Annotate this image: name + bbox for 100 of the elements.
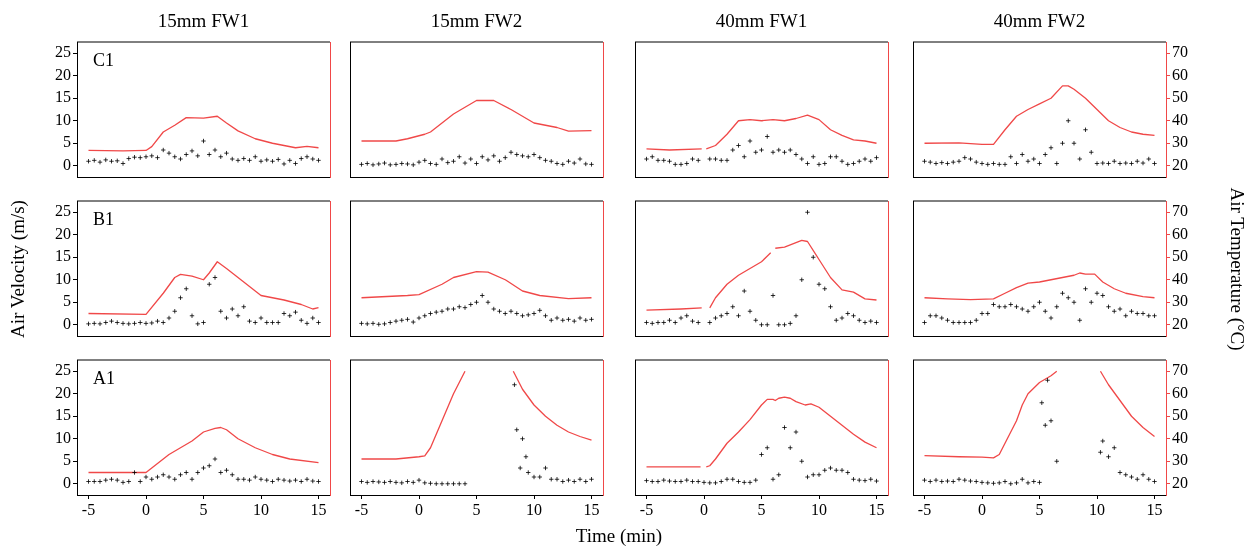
point [1059,140,1066,146]
point [678,478,684,485]
point [684,160,690,167]
point [508,308,514,314]
point [753,149,759,155]
point [956,319,962,326]
point [304,154,310,160]
point [212,274,218,281]
point [235,476,241,482]
point [189,148,195,154]
point [661,319,667,326]
y2-tick-label: 60 [1172,65,1188,83]
point [1019,306,1025,312]
x-tick-label: 10 [253,500,269,518]
point [387,162,393,168]
point [655,157,661,163]
point [445,481,451,487]
point [304,320,310,326]
point [804,209,811,215]
point [195,321,201,327]
point [661,157,667,163]
point [172,308,178,314]
point [560,161,566,167]
point [741,154,747,160]
point [787,147,793,153]
point [862,478,868,484]
point [433,161,439,167]
point [126,321,132,327]
point [868,318,874,324]
point [445,160,451,166]
point [764,133,770,140]
point [571,478,577,485]
point [827,154,834,160]
point [1094,290,1100,296]
point [114,158,120,164]
point [956,158,962,164]
point [1071,299,1077,305]
point [206,281,212,287]
y2-tick-label: 50 [1172,406,1188,424]
point [491,306,497,312]
annotation: C1 [93,50,115,70]
point [967,156,974,162]
point [571,160,577,166]
point [462,305,468,311]
point [496,308,503,314]
point [839,158,845,164]
point [787,445,793,451]
point [1031,304,1037,310]
point [1025,158,1031,164]
y-tick-label: 25 [55,43,71,61]
chart-title: 40mm FW1 [714,10,809,32]
point [514,310,520,317]
point [370,320,376,326]
point [1097,449,1104,455]
point [381,479,388,485]
point [712,156,719,162]
point [456,481,462,487]
point [833,467,839,473]
point [189,476,195,482]
point [511,382,518,388]
point [154,318,161,324]
point [298,155,304,162]
point [1036,479,1043,485]
y-tick-label: 15 [55,88,71,106]
y2-tick-label: 70 [1172,361,1188,379]
point [868,158,874,164]
y2-tick-label: 60 [1172,383,1188,401]
point [1008,481,1014,487]
point [845,310,851,317]
x-tick-label: 5 [1035,500,1044,518]
point [422,480,428,486]
point [707,319,713,326]
point [264,319,270,326]
point [97,478,103,485]
point [427,480,434,486]
y2-tick-label: 40 [1172,269,1188,287]
point [433,481,439,487]
point [212,456,218,462]
y2-tick-label: 20 [1172,314,1188,332]
point [523,454,529,460]
point [310,478,316,484]
point [583,478,589,485]
point [531,151,537,158]
point [1002,478,1008,485]
point [287,157,293,163]
point [137,478,143,485]
point [962,155,968,161]
point [1013,480,1020,486]
y2-tick-label: 30 [1172,451,1188,469]
point [387,478,393,485]
point [695,478,701,485]
point [149,153,155,159]
point [845,161,851,167]
point [1048,418,1054,424]
point [944,478,951,484]
point [404,161,411,167]
y-tick-label: 10 [55,269,71,287]
point [822,160,828,167]
point [730,476,736,482]
x-tick-label: 15 [868,500,885,518]
